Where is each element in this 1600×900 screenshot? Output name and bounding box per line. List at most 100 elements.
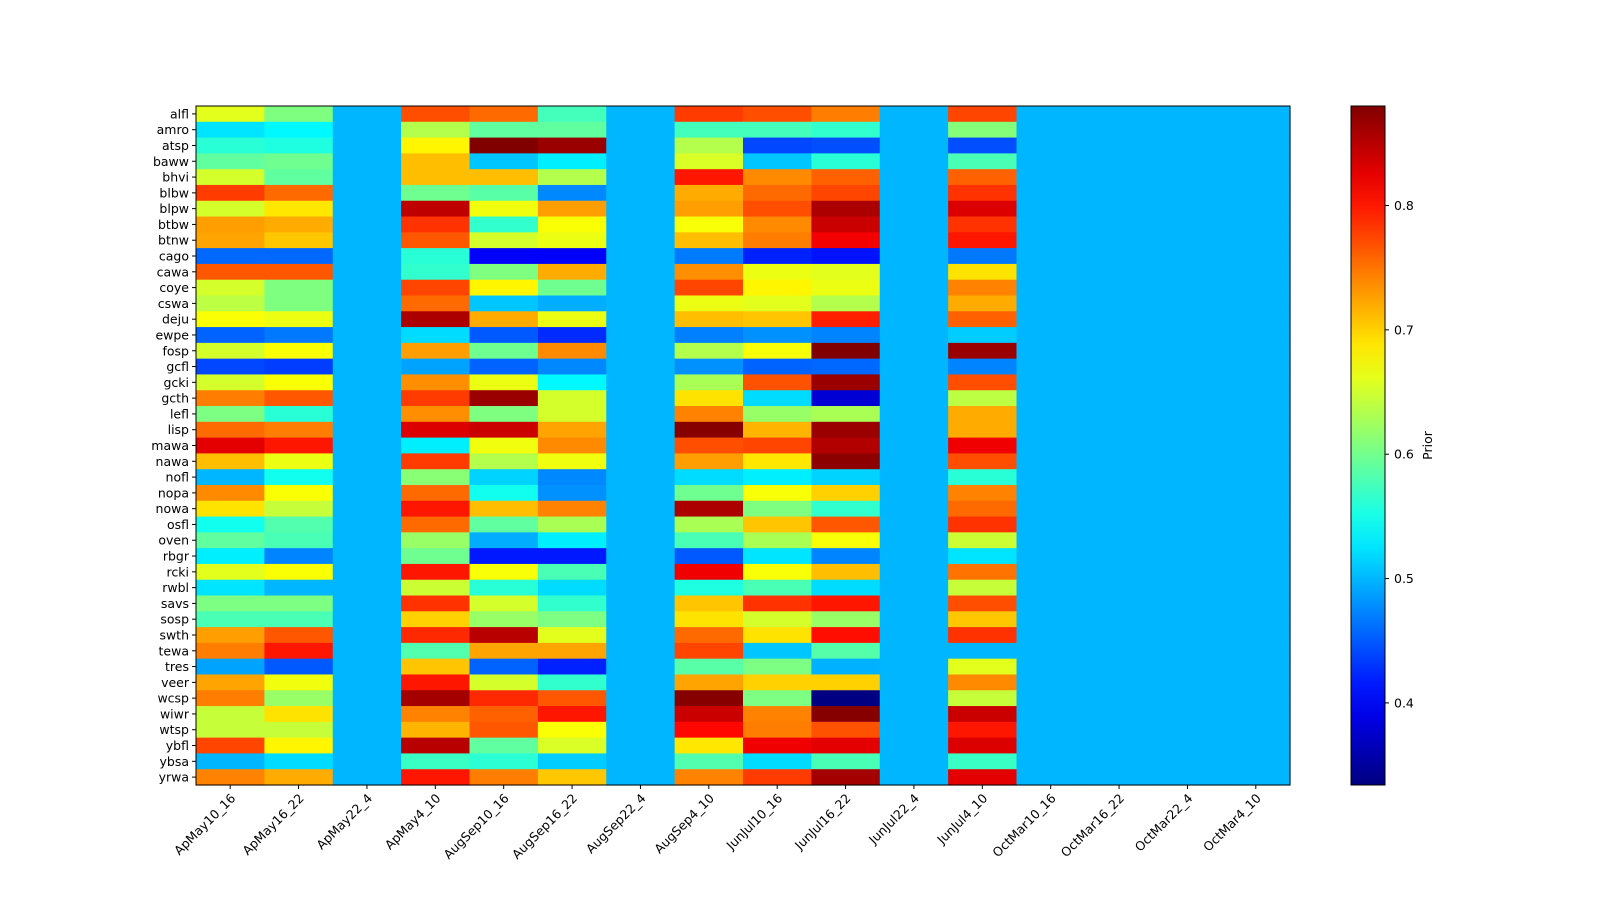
heatmap-cell (469, 721, 539, 739)
y-tick-label: btnw (158, 233, 189, 248)
heatmap-cell (196, 311, 265, 328)
heatmap-cell (606, 358, 676, 376)
heatmap-cell (743, 769, 812, 786)
heatmap-cell (196, 327, 265, 344)
heatmap-cell (332, 500, 402, 518)
heatmap-cell (1221, 769, 1291, 786)
heatmap-cell (1221, 642, 1291, 660)
heatmap-cell (606, 137, 676, 154)
heatmap-cell (1084, 595, 1154, 612)
heatmap-cell (196, 406, 265, 423)
heatmap-cell (401, 753, 471, 770)
heatmap-cell (674, 642, 744, 660)
heatmap-cell (811, 311, 881, 328)
heatmap-cell (1153, 516, 1223, 533)
y-tick-label: tewa (159, 643, 189, 658)
heatmap-cell (879, 706, 949, 723)
heatmap-cell (1016, 358, 1086, 376)
heatmap-cell (879, 484, 949, 502)
y-tick-label: veer (161, 675, 190, 690)
heatmap-cell (606, 690, 676, 707)
heatmap-cell (196, 500, 265, 518)
heatmap-cell (1221, 311, 1291, 328)
heatmap-cell (469, 563, 539, 581)
heatmap-cell (264, 469, 334, 486)
heatmap-cell (332, 216, 402, 233)
heatmap-cell (1221, 690, 1291, 707)
heatmap-cell (332, 469, 402, 486)
heatmap-cell (743, 532, 812, 549)
heatmap-cell (196, 642, 265, 660)
heatmap-cell (264, 327, 334, 344)
y-tick-label: ewpe (155, 327, 189, 342)
heatmap-cell (1084, 563, 1154, 581)
heatmap-cell (264, 153, 334, 170)
heatmap-cell (1153, 232, 1223, 249)
heatmap-cell (264, 690, 334, 707)
y-tick-label: wiwr (160, 706, 190, 721)
heatmap-cell (811, 295, 881, 312)
heatmap-cell (1221, 169, 1291, 186)
heatmap-cell (196, 106, 265, 123)
heatmap-cell (537, 469, 607, 486)
heatmap-cell (196, 721, 265, 739)
heatmap-cell (332, 721, 402, 739)
heatmap-cell (674, 374, 744, 391)
heatmap-cell (1084, 484, 1154, 502)
heatmap-cell (948, 121, 1018, 139)
heatmap-cell (401, 406, 471, 423)
heatmap-cell (196, 232, 265, 249)
heatmap-cell (606, 327, 676, 344)
heatmap-cell (469, 358, 539, 376)
heatmap-cell (196, 342, 265, 360)
heatmap-cell (332, 263, 402, 281)
heatmap-cell (948, 516, 1018, 533)
y-tick-label: rwbl (162, 580, 189, 595)
heatmap-cell (743, 406, 812, 423)
heatmap-cell (879, 674, 949, 691)
heatmap-cell (674, 627, 744, 644)
heatmap-cell (674, 674, 744, 691)
heatmap-cell (948, 232, 1018, 249)
heatmap-cell (879, 390, 949, 407)
heatmap-cell (1153, 421, 1223, 439)
heatmap-cell (811, 169, 881, 186)
y-tick-label: nowa (156, 501, 189, 516)
heatmap-cell (1016, 595, 1086, 612)
heatmap-cell (196, 248, 265, 265)
heatmap-cell (743, 248, 812, 265)
heatmap-cell (264, 421, 334, 439)
heatmap-cell (469, 500, 539, 518)
heatmap-cell (1153, 311, 1223, 328)
heatmap-cell (1221, 406, 1291, 423)
heatmap-cell (948, 390, 1018, 407)
heatmap-cell (1153, 769, 1223, 786)
heatmap-cell (332, 769, 402, 786)
heatmap-cell (401, 311, 471, 328)
heatmap-cell (811, 674, 881, 691)
heatmap-cell (469, 421, 539, 439)
heatmap-cell (606, 279, 676, 297)
heatmap-cell (743, 390, 812, 407)
heatmap-cell (811, 263, 881, 281)
heatmap-cell (743, 263, 812, 281)
heatmap-cell (401, 327, 471, 344)
heatmap-cell (401, 437, 471, 454)
heatmap-cell (606, 500, 676, 518)
heatmap-cell (743, 216, 812, 233)
heatmap-cell (1084, 500, 1154, 518)
heatmap-cell (948, 469, 1018, 486)
y-tick-label: atsp (162, 138, 189, 153)
heatmap-cell (1153, 184, 1223, 202)
heatmap-cell (948, 484, 1018, 502)
heatmap-cell (1153, 263, 1223, 281)
heatmap-cell (1221, 216, 1291, 233)
colorbar-tick-label: 0.5 (1394, 571, 1414, 586)
heatmap-cell (811, 753, 881, 770)
heatmap-cell (674, 500, 744, 518)
heatmap-cell (196, 532, 265, 549)
heatmap-cell (1221, 358, 1291, 376)
heatmap-cell (879, 169, 949, 186)
heatmap-cell (1084, 579, 1154, 597)
heatmap-cell (811, 453, 881, 470)
